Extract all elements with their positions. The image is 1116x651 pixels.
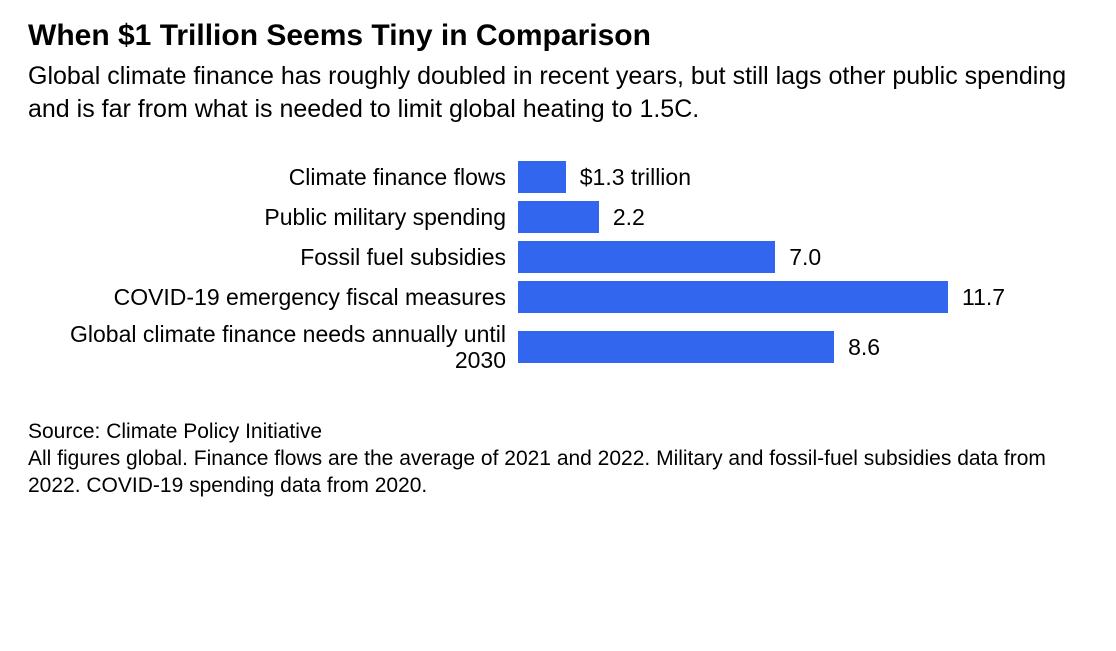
category-label: Fossil fuel subsidies [28, 244, 518, 270]
note-line: All figures global. Finance flows are th… [28, 445, 1088, 500]
bar-row: Climate finance flows $1.3 trillion [28, 161, 1088, 193]
chart-subtitle: Global climate finance has roughly doubl… [28, 60, 1088, 125]
source-line: Source: Climate Policy Initiative [28, 418, 1088, 445]
bar-area: 7.0 [518, 241, 1078, 273]
value-label: 8.6 [848, 334, 880, 361]
bar-area: 8.6 [518, 331, 1078, 363]
bar-area: 2.2 [518, 201, 1078, 233]
chart-footer: Source: Climate Policy Initiative All fi… [28, 418, 1088, 500]
category-label: COVID-19 emergency fiscal measures [28, 284, 518, 310]
category-label: Climate finance flows [28, 164, 518, 190]
bar [518, 161, 566, 193]
value-label: 7.0 [789, 244, 821, 271]
bar [518, 241, 775, 273]
value-label: 11.7 [962, 284, 1005, 311]
bar-area: 11.7 [518, 281, 1078, 313]
chart-container: When $1 Trillion Seems Tiny in Compariso… [0, 0, 1116, 518]
chart-title: When $1 Trillion Seems Tiny in Compariso… [28, 18, 1088, 54]
bar [518, 281, 948, 313]
category-label: Global climate finance needs annually un… [28, 321, 518, 374]
bar-row: Global climate finance needs annually un… [28, 321, 1088, 374]
value-label: 2.2 [613, 204, 645, 231]
bar-chart: Climate finance flows $1.3 trillion Publ… [28, 161, 1088, 374]
bar-row: COVID-19 emergency fiscal measures 11.7 [28, 281, 1088, 313]
bar [518, 331, 834, 363]
value-label: $1.3 trillion [580, 164, 691, 191]
category-label: Public military spending [28, 204, 518, 230]
bar [518, 201, 599, 233]
bar-area: $1.3 trillion [518, 161, 1078, 193]
bar-row: Fossil fuel subsidies 7.0 [28, 241, 1088, 273]
bar-row: Public military spending 2.2 [28, 201, 1088, 233]
